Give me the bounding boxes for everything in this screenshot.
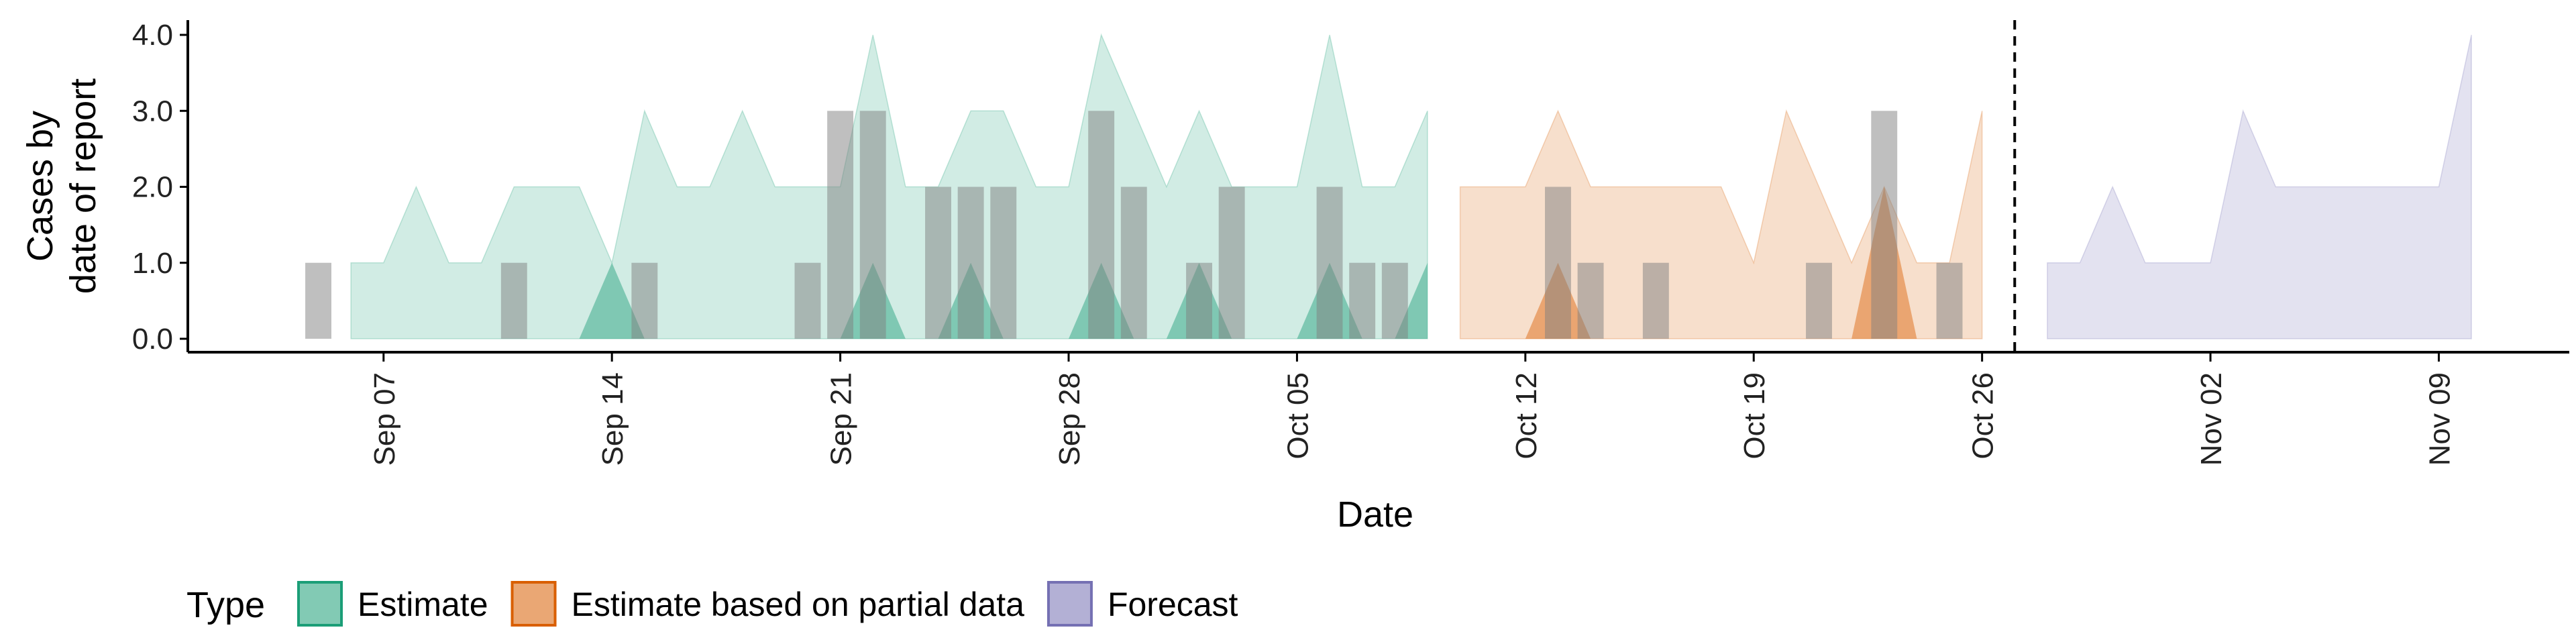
x-tick-label: Sep 14 — [596, 372, 629, 466]
x-tick-label: Oct 12 — [1510, 372, 1543, 460]
observed-bar-18 — [1642, 262, 1669, 339]
observed-bar-1 — [500, 262, 527, 339]
observed-bar-4 — [827, 111, 854, 339]
x-tick-label: Oct 19 — [1738, 372, 1771, 460]
observed-bar-7 — [957, 186, 984, 339]
observed-bar-16 — [1545, 186, 1571, 339]
x-tick-label: Sep 07 — [368, 372, 401, 466]
observed-bar-10 — [1120, 186, 1147, 339]
x-tick-label: Sep 28 — [1053, 372, 1086, 466]
legend: Type Estimate Estimate based on partial d… — [186, 581, 1238, 627]
observed-bars — [305, 111, 1963, 339]
legend-key-1 — [511, 581, 557, 627]
y-tick-label: 2.0 — [132, 171, 173, 204]
band-inner-series-0 — [351, 262, 1428, 339]
legend-key-2 — [1046, 581, 1093, 627]
y-axis-title-line1: Cases by — [20, 111, 60, 262]
y-tick-label: 3.0 — [132, 95, 173, 127]
x-tick-label: Oct 26 — [1967, 372, 2000, 460]
observed-bar-6 — [925, 186, 951, 339]
legend-key-0 — [297, 581, 343, 627]
x-tick-label: Nov 02 — [2195, 372, 2228, 466]
estimate-bands — [350, 33, 2472, 339]
observed-bar-20 — [1871, 111, 1898, 339]
observed-bar-12 — [1218, 186, 1245, 339]
band-outer-series-2 — [2047, 34, 2472, 339]
observed-bar-19 — [1806, 262, 1832, 339]
y-tick-label: 4.0 — [132, 19, 173, 52]
observed-bar-13 — [1316, 186, 1343, 339]
y-tick-label: 1.0 — [132, 247, 173, 280]
observed-bar-11 — [1186, 262, 1212, 339]
observed-bar-17 — [1577, 262, 1604, 339]
observed-bar-3 — [794, 262, 821, 339]
band-outer-series-0 — [350, 33, 1428, 339]
x-tick-label: Oct 05 — [1281, 372, 1314, 460]
legend-label-1: Estimate based on partial data — [572, 586, 1025, 623]
y-axis-title-line2: date of report — [63, 78, 103, 294]
observed-bar-2 — [631, 262, 658, 339]
observed-bar-15 — [1381, 262, 1408, 339]
observed-bar-0 — [305, 262, 331, 339]
y-tick-label: 0.0 — [132, 323, 173, 356]
x-axis-title: Date — [1337, 494, 1413, 535]
observed-bar-5 — [859, 111, 886, 339]
axes: 0.0 1.0 2.0 3.0 4.0 Sep 07 Sep 14 Sep 21 Sep 28 O… — [132, 19, 2569, 466]
legend-title: Type — [186, 585, 265, 625]
observed-bar-8 — [990, 186, 1017, 339]
legend-label-0: Estimate — [358, 586, 488, 623]
observed-bar-21 — [1936, 262, 1963, 339]
observed-bar-9 — [1088, 111, 1115, 339]
observed-bar-14 — [1349, 262, 1376, 339]
x-tick-label: Nov 09 — [2423, 372, 2456, 466]
legend-label-2: Forecast — [1108, 586, 1238, 623]
x-tick-label: Sep 21 — [825, 372, 858, 466]
